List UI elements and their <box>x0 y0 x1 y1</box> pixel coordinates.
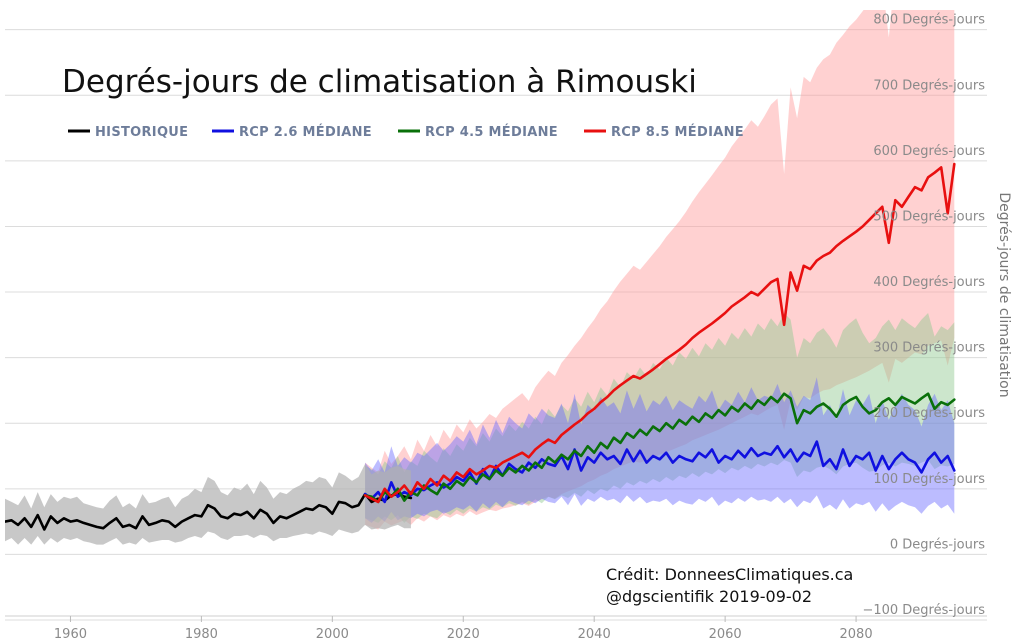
y-axis-ticks: −100 Degrés-jours 0 Degrés-jours 100 Degré… <box>862 13 985 618</box>
x-tick-label: 2000 <box>316 627 349 642</box>
y-tick-label: −100 Degrés-jours <box>862 603 985 618</box>
credit-line-1: Crédit: DonneesClimatiques.ca <box>606 565 853 584</box>
legend-label: RCP 2.6 MÉDIANE <box>239 124 372 140</box>
gridlines <box>5 29 987 621</box>
y-tick-label: 400 Degrés-jours <box>873 275 985 290</box>
chart-title: Degrés-jours de climatisation à Rimouski <box>62 64 697 100</box>
y-tick-label: 500 Degrés-jours <box>873 209 985 224</box>
line-historique <box>5 492 413 531</box>
line-rcp-4-5-m-diane <box>363 392 956 504</box>
legend-item[interactable]: RCP 8.5 MÉDIANE <box>584 124 744 140</box>
y-axis-label: Degrés-jours de climatisation <box>996 192 1012 397</box>
legend-label: RCP 8.5 MÉDIANE <box>611 124 744 140</box>
band-rcp-8-5-m-diane <box>365 10 955 530</box>
y-tick-label: 0 Degrés-jours <box>890 537 985 552</box>
legend-label: HISTORIQUE <box>95 125 188 140</box>
y-tick-label: 300 Degrés-jours <box>873 341 985 356</box>
legend[interactable]: HISTORIQUE RCP 2.6 MÉDIANE RCP 4.5 MÉDIANE… <box>68 124 744 140</box>
x-tick-label: 1960 <box>54 627 87 642</box>
x-axis-ticks: 1960 1980 2000 2020 2040 2060 2080 <box>54 616 873 642</box>
y-tick-label: 200 Degrés-jours <box>873 406 985 421</box>
x-tick-label: 2020 <box>447 627 480 642</box>
x-tick-label: 1980 <box>185 627 218 642</box>
credit-line-2: @dgscientifik 2019-09-02 <box>606 587 812 606</box>
legend-label: RCP 4.5 MÉDIANE <box>425 124 558 140</box>
y-tick-label: 100 Degrés-jours <box>873 472 985 487</box>
legend-item[interactable]: RCP 2.6 MÉDIANE <box>212 124 372 140</box>
legend-item[interactable]: RCP 4.5 MÉDIANE <box>398 124 558 140</box>
legend-item[interactable]: HISTORIQUE <box>68 125 188 140</box>
line-rcp-8-5-m-diane <box>363 162 956 504</box>
line-rcp-2-6-m-diane <box>363 440 956 504</box>
y-tick-label: 700 Degrés-jours <box>873 78 985 93</box>
band-rcp-2-6-m-diane <box>365 377 955 523</box>
median-lines <box>5 162 956 531</box>
x-tick-label: 2080 <box>840 627 873 642</box>
y-tick-label: 600 Degrés-jours <box>873 144 985 159</box>
x-tick-label: 2060 <box>709 627 742 642</box>
y-tick-label: 800 Degrés-jours <box>873 13 985 28</box>
x-tick-label: 2040 <box>578 627 611 642</box>
